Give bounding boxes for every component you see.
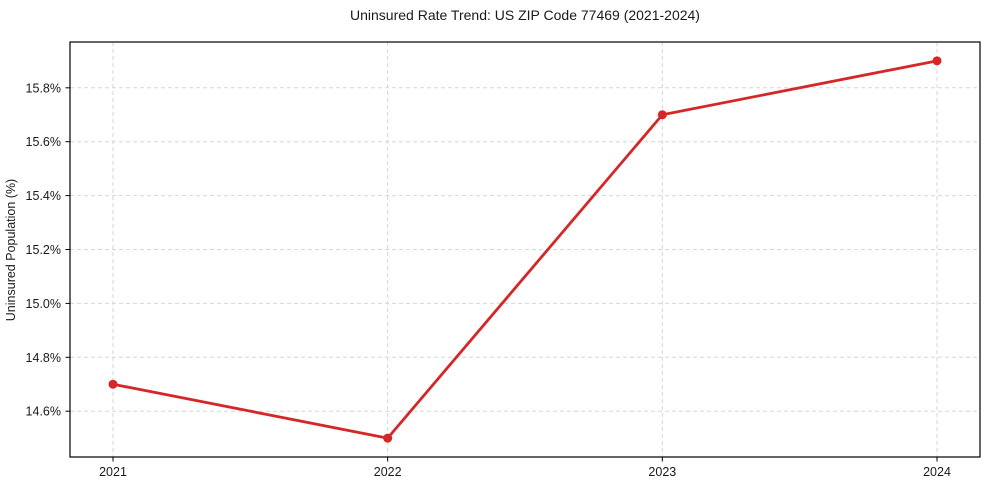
x-tick-label: 2024 [923,465,951,479]
y-axis-label: Uninsured Population (%) [4,179,18,321]
data-point-2022 [383,433,393,443]
y-tick-label: 15.2% [26,243,61,257]
grid-layer [70,42,980,457]
y-tick-label: 15.0% [26,297,61,311]
chart-title: Uninsured Rate Trend: US ZIP Code 77469 … [350,7,700,23]
x-tick-label: 2021 [99,465,127,479]
series-layer [108,56,942,443]
data-point-2021 [108,379,118,389]
y-tick-label: 15.4% [26,189,61,203]
trend-line [111,59,939,440]
y-tick-label: 14.8% [26,351,61,365]
x-tick-label: 2022 [374,465,402,479]
y-tick-label: 14.6% [26,405,61,419]
y-tick-label: 15.8% [26,81,61,95]
y-tick-label: 15.6% [26,135,61,149]
data-point-2023 [657,110,667,120]
x-tick-label: 2023 [648,465,676,479]
axis-layer: 14.6% 14.8% 15.0% 15.2% 15.4% 15.6% 15.8% 2021 2… [26,41,981,479]
data-point-2024 [932,56,942,66]
